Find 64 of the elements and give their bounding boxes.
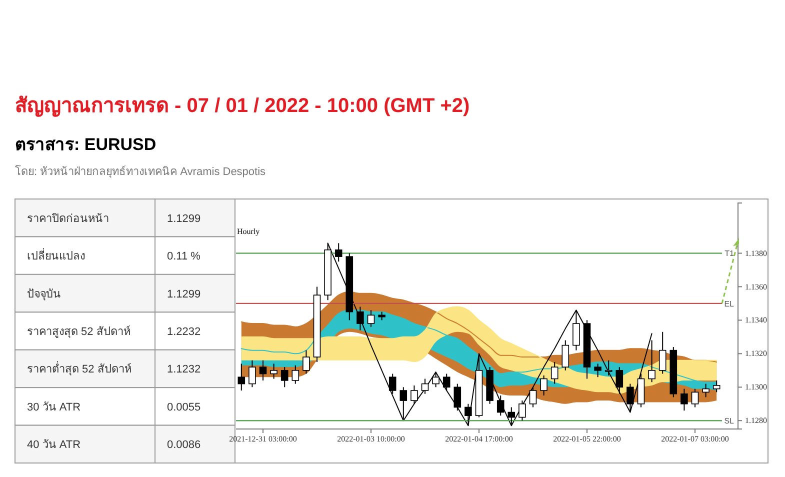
x-tick-label: 2021-12-31 03:00:00	[229, 434, 297, 444]
y-tick-label: 1.1300	[745, 382, 767, 392]
candlestick	[680, 388, 688, 412]
ref-line-label: T1	[724, 249, 735, 258]
text: 1.1232	[167, 364, 201, 376]
category-label: ราคาต่ำสุด 52 สัปดาห์	[27, 360, 132, 376]
candlestick	[550, 362, 558, 384]
y-tick-label: 1.1340	[745, 316, 767, 325]
category-label: 30 วัน ATR	[27, 401, 81, 414]
x-tick-label: 2022-01-04 17:00:00	[445, 434, 513, 444]
category-label: ปัจจุบัน	[27, 288, 61, 300]
candlestick	[302, 350, 310, 374]
candlestick	[604, 360, 612, 376]
ref-line-label: SL	[724, 416, 735, 426]
candlestick	[442, 373, 450, 391]
y-tick-label: 1.1280	[745, 416, 767, 426]
candlestick	[454, 383, 462, 412]
candlestick	[432, 372, 440, 388]
candlestick	[400, 386, 408, 420]
text: สัญญาณการเทรด - 07 / 01 / 2022 - 10:00 (GMT +2)	[15, 95, 470, 117]
x-tick-label: 2022-01-03 10:00:00	[337, 434, 405, 444]
y-tick-label: 1.1360	[745, 282, 767, 292]
category-label: 40 วัน ATR	[27, 439, 81, 452]
x-tick-label: 2022-01-05 22:00:00	[553, 434, 621, 444]
text: 0.0086	[167, 439, 201, 452]
text: 0.0055	[167, 401, 201, 414]
text: ตราสาร: EURUSD	[15, 135, 156, 154]
text: 1.2232	[167, 326, 201, 338]
candlestick	[562, 340, 570, 371]
candlestick	[421, 378, 429, 394]
category-label: ราคาสูงสุด 52 สัปดาห์	[27, 325, 130, 338]
candlestick	[658, 331, 666, 374]
candlestick	[367, 310, 375, 328]
text: 1.1299	[167, 212, 201, 225]
text: โดย: หัวหน้าฝ่ายกลยุทธ์ทางเทคนิค Avramis Despotis	[15, 164, 266, 178]
y-tick-label: 1.1380	[745, 248, 767, 258]
candlestick	[616, 366, 624, 394]
ref-line-label: EL	[724, 299, 735, 308]
candlestick	[259, 360, 267, 381]
candlestick	[410, 384, 418, 404]
candlestick	[280, 366, 288, 388]
candlestick	[540, 374, 548, 396]
text: 0.11 %	[167, 250, 200, 263]
candlestick	[270, 363, 278, 380]
candlestick	[529, 386, 537, 408]
candlestick	[712, 380, 720, 393]
candlestick	[594, 363, 602, 378]
y-tick-label: 1.1320	[745, 349, 767, 358]
candlestick	[388, 373, 396, 394]
category-label: เปลี่ยนแปลง	[27, 248, 85, 263]
candlestick	[356, 306, 364, 331]
candlestick	[292, 364, 300, 384]
candlestick	[691, 388, 699, 408]
candlestick	[626, 383, 634, 413]
annotation: Hourly	[237, 227, 260, 236]
candlestick	[572, 310, 580, 351]
category-label: ราคาปิดก่อนหน้า	[27, 212, 109, 225]
candlestick	[238, 363, 246, 391]
x-tick-label: 2022-01-07 03:00:00	[661, 434, 729, 444]
candlestick	[702, 383, 710, 398]
candlestick	[518, 400, 526, 422]
candlestick	[248, 360, 256, 388]
candlestick	[496, 395, 504, 416]
text: 1.1299	[167, 288, 201, 300]
